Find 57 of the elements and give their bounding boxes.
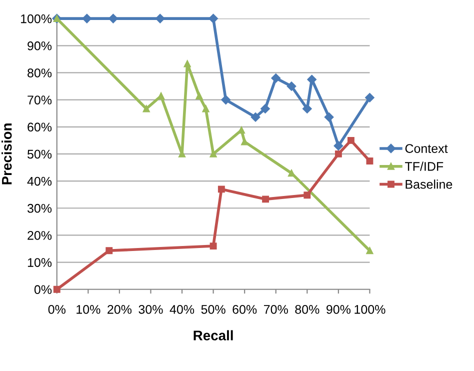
- point: [210, 242, 217, 250]
- x-tick-label: 60%: [232, 304, 257, 314]
- point: [196, 92, 203, 100]
- point: [184, 60, 191, 68]
- y-tick-label: 20%: [28, 231, 52, 240]
- point: [221, 95, 230, 104]
- point: [334, 150, 342, 158]
- point: [106, 247, 113, 254]
- x-tick-label: 20%: [108, 304, 132, 314]
- y-tick-label: 60%: [28, 122, 52, 132]
- x-axis-title: Recall: [194, 330, 233, 340]
- y-tick-label: 30%: [27, 204, 52, 213]
- legend-label: Context: [405, 144, 448, 153]
- point: [324, 112, 334, 122]
- y-tick-label: 90%: [28, 41, 52, 50]
- legend-label: Baseline: [406, 180, 452, 189]
- point: [260, 104, 270, 114]
- point: [250, 112, 260, 122]
- y-tick-label: 40%: [27, 176, 52, 186]
- point: [302, 104, 312, 114]
- point: [347, 136, 354, 144]
- x-tick-label: 80%: [295, 304, 320, 314]
- x-tick-label: 10%: [76, 304, 100, 314]
- point: [271, 74, 280, 83]
- point: [208, 14, 218, 24]
- point: [334, 141, 344, 150]
- x-tick-label: 0%: [48, 304, 66, 314]
- x-tick-label: 70%: [264, 304, 288, 314]
- x-tick-label: 90%: [326, 304, 350, 314]
- point: [366, 158, 374, 164]
- point: [366, 247, 374, 254]
- x-tick-label: 100%: [354, 304, 386, 314]
- y-tick-label: 70%: [28, 96, 52, 104]
- point: [158, 92, 165, 100]
- point: [202, 105, 210, 112]
- point: [108, 14, 118, 24]
- point: [210, 150, 217, 158]
- point: [286, 82, 296, 91]
- point: [142, 105, 150, 112]
- x-tick-label: 40%: [170, 304, 194, 314]
- point: [304, 192, 311, 199]
- y-tick-label: 0%: [34, 285, 52, 294]
- y-axis-title: Precision: [2, 124, 12, 184]
- y-tick-label: 10%: [28, 258, 52, 267]
- y-tick-label: 80%: [28, 68, 52, 78]
- y-tick-label: 50%: [28, 150, 52, 159]
- x-tick-label: 30%: [138, 304, 163, 314]
- x-tick-label: 50%: [201, 304, 226, 314]
- point: [365, 93, 374, 102]
- point: [82, 14, 92, 24]
- point: [218, 186, 225, 193]
- point: [241, 138, 248, 146]
- point: [288, 170, 295, 177]
- y-tick-label: 100%: [21, 14, 52, 24]
- legend-label: TF/IDF: [405, 162, 444, 171]
- point: [262, 196, 270, 203]
- point: [155, 14, 165, 24]
